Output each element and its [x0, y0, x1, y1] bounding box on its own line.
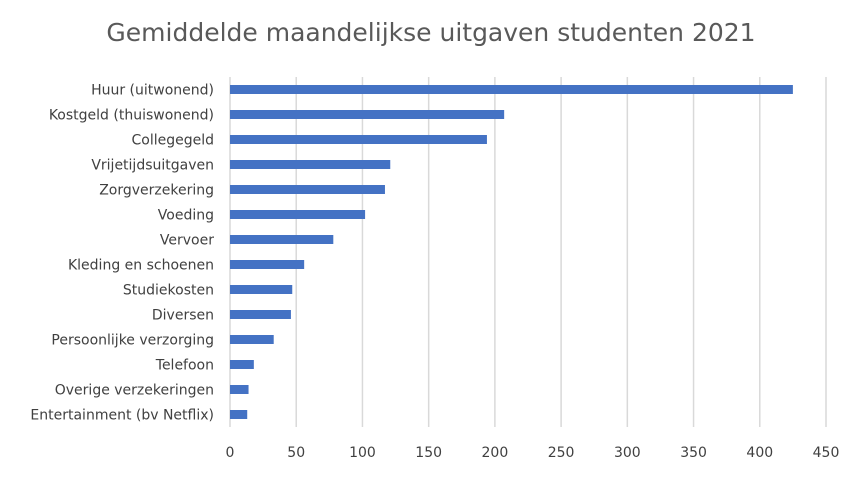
bar: [230, 310, 291, 319]
category-label: Overige verzekeringen: [55, 383, 214, 399]
bar: [230, 385, 249, 394]
x-tick-label: 200: [482, 445, 509, 461]
category-label: Entertainment (bv Netflix): [30, 408, 214, 424]
category-label: Kostgeld (thuiswonend): [49, 108, 214, 124]
x-tick-labels: 0 50 100 150 200 250 300 350 400 450: [226, 445, 840, 461]
category-label: Studiekosten: [123, 283, 214, 299]
bar: [230, 235, 334, 244]
category-label: Voeding: [158, 208, 214, 224]
category-label: Kleding en schoenen: [68, 258, 214, 274]
bar: [230, 135, 487, 144]
bars: [230, 85, 793, 419]
category-labels: Huur (uitwonend) Kostgeld (thuiswonend) Co…: [30, 83, 214, 424]
chart-title: Gemiddelde maandelijkse uitgaven student…: [106, 18, 756, 47]
category-label: Collegegeld: [131, 133, 214, 149]
gridlines: [229, 77, 827, 427]
bar: [230, 160, 391, 169]
category-label: Diversen: [152, 308, 214, 324]
category-label: Huur (uitwonend): [91, 83, 214, 99]
x-tick-label: 0: [226, 445, 235, 461]
x-tick-label: 350: [680, 445, 707, 461]
bar: [230, 110, 505, 119]
bar: [230, 360, 254, 369]
x-tick-label: 150: [415, 445, 442, 461]
x-tick-label: 300: [614, 445, 641, 461]
category-label: Vrijetijdsuitgaven: [91, 158, 214, 174]
bar: [230, 410, 248, 419]
category-label: Zorgverzekering: [99, 183, 214, 199]
x-tick-label: 250: [548, 445, 575, 461]
category-label: Telefoon: [155, 358, 214, 374]
bar: [230, 85, 793, 94]
bar: [230, 285, 293, 294]
x-tick-label: 50: [287, 445, 305, 461]
x-tick-label: 400: [746, 445, 773, 461]
x-tick-label: 100: [349, 445, 376, 461]
category-label: Vervoer: [160, 233, 214, 249]
bar: [230, 185, 385, 194]
category-label: Persoonlijke verzorging: [51, 333, 214, 349]
bar: [230, 210, 366, 219]
x-tick-label: 450: [813, 445, 840, 461]
bar: [230, 335, 274, 344]
bar: [230, 260, 305, 269]
